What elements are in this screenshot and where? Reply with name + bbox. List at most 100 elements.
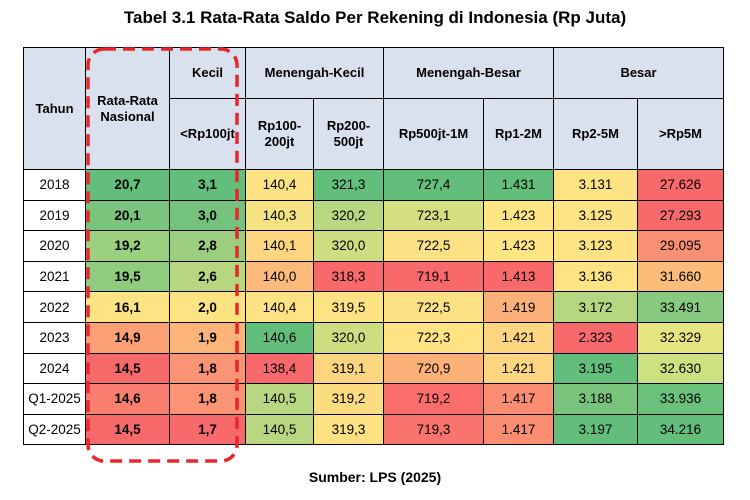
value-cell: 319,5 [313,291,384,323]
value-cell: 722,5 [383,291,484,323]
value-cell: 140,6 [245,321,314,354]
value-cell: 722,5 [383,230,484,262]
year-cell: 2023 [23,321,86,354]
value-cell: 720,9 [383,352,484,385]
year-cell: 2021 [23,260,86,293]
source-note: Sumber: LPS (2025) [308,469,442,485]
value-cell: 320,0 [313,321,384,354]
header-menengah-kecil: Menengah-Kecil [245,47,384,99]
value-cell: 32.630 [636,352,725,385]
value-cell: 140,1 [245,230,314,262]
table-title: Tabel 3.1 Rata-Rata Saldo Per Rekening d… [123,8,627,27]
value-cell: 3.172 [553,291,638,323]
value-cell: 727,4 [383,169,484,201]
year-cell: Q1-2025 [23,383,86,415]
table-row: 2018 20,7 3,1 140,4 321,3 727,4 1.431 3.131 27.6… [23,169,725,201]
value-cell: 19,2 [85,230,170,262]
value-cell: 1.423 [483,199,554,232]
value-cell: 3.131 [553,169,638,201]
value-cell: 140,4 [245,169,314,201]
value-cell: 320,0 [313,230,384,262]
subheader-2-5m: Rp2-5M [553,98,638,170]
subheader-gt5m: >Rp5M [636,98,725,170]
year-cell: 2022 [23,291,86,323]
value-cell: 320,2 [313,199,384,232]
table-row: Q2-2025 14,5 1,7 140,5 319,3 719,3 1.417 3.197 3… [23,413,725,446]
value-cell: 34.216 [636,413,725,446]
value-cell: 3.125 [553,199,638,232]
value-cell: 2,6 [169,260,246,293]
header-besar: Besar [552,47,725,99]
value-cell: 33.491 [636,291,725,323]
value-cell: 723,1 [383,199,484,232]
value-cell: 3.197 [553,413,638,446]
value-cell: 722,3 [383,321,484,354]
value-cell: 27.293 [636,199,725,232]
value-cell: 140,4 [245,291,314,323]
value-cell: 318,3 [313,260,384,293]
table-row: 2023 14,9 1,9 140,6 320,0 722,3 1.421 2.323 32.3… [23,321,725,354]
value-cell: 19,5 [85,260,170,293]
value-cell: 20,1 [85,199,170,232]
value-cell: 3,0 [169,199,246,232]
value-cell: 3.136 [553,260,638,293]
value-cell: 1.421 [483,321,554,354]
value-cell: 14,5 [85,352,170,385]
value-cell: 14,6 [85,383,170,415]
value-cell: 1.423 [483,230,554,262]
value-cell: 29.095 [636,230,725,262]
subheader-500jt-1m: Rp500jt-1M [383,98,484,170]
value-cell: 319,2 [313,383,384,415]
value-cell: 1.413 [483,260,554,293]
value-cell: 1.431 [483,169,554,201]
value-cell: 140,3 [245,199,314,232]
value-cell: 140,0 [245,260,314,293]
value-cell: 3,1 [169,169,246,201]
subheader-100-200jt: Rp100-200jt [245,98,314,170]
value-cell: 16,1 [85,291,170,323]
value-cell: 1.417 [483,383,554,415]
table-row: Q1-2025 14,6 1,8 140,5 319,2 719,2 1.417 3.188 3… [23,383,725,415]
value-cell: 14,9 [85,321,170,354]
subheader-1-2m: Rp1-2M [483,98,554,170]
value-cell: 1.417 [483,413,554,446]
value-cell: 138,4 [245,352,314,385]
value-cell: 3.188 [553,383,638,415]
year-cell: 2024 [23,352,86,385]
value-cell: 319,3 [313,413,384,446]
table-row: 2020 19,2 2,8 140,1 320,0 722,5 1.423 3.123 29.0… [23,230,725,262]
year-cell: 2018 [23,169,86,201]
table-row: 2021 19,5 2,6 140,0 318,3 719,1 1.413 3.136 31.6… [23,260,725,293]
value-cell: 140,5 [245,413,314,446]
value-cell: 33.936 [636,383,725,415]
value-cell: 2.323 [553,321,638,354]
table-row: 2019 20,1 3,0 140,3 320,2 723,1 1.423 3.125 27.2… [23,199,725,232]
subheader-lt100jt: <Rp100jt [169,98,246,170]
value-cell: 20,7 [85,169,170,201]
header-kecil: Kecil [169,47,246,99]
value-cell: 1,9 [169,321,246,354]
value-cell: 1,7 [169,413,246,446]
header-nasional: Rata-Rata Nasional [85,47,170,170]
value-cell: 14,5 [85,413,170,446]
value-cell: 1.419 [483,291,554,323]
value-cell: 3.123 [553,230,638,262]
header-menengah-besar: Menengah-Besar [383,47,554,99]
value-cell: 31.660 [636,260,725,293]
year-cell: 2019 [23,199,86,232]
value-cell: 140,5 [245,383,314,415]
value-cell: 719,1 [383,260,484,293]
value-cell: 1,8 [169,383,246,415]
year-cell: Q2-2025 [23,413,86,446]
value-cell: 719,3 [383,413,484,446]
balance-table: Tahun Rata-Rata Nasional Kecil Menengah-… [23,47,725,446]
value-cell: 321,3 [313,169,384,201]
value-cell: 719,2 [383,383,484,415]
year-cell: 2020 [23,230,86,262]
table-row: 2022 16,1 2,0 140,4 319,5 722,5 1.419 3.172 33.4… [23,291,725,323]
header-tahun: Tahun [23,47,86,170]
table-row: 2024 14,5 1,8 138,4 319,1 720,9 1.421 3.195 32.6… [23,352,725,385]
value-cell: 27.626 [636,169,725,201]
subheader-200-500jt: Rp200-500jt [313,98,384,170]
value-cell: 2,8 [169,230,246,262]
